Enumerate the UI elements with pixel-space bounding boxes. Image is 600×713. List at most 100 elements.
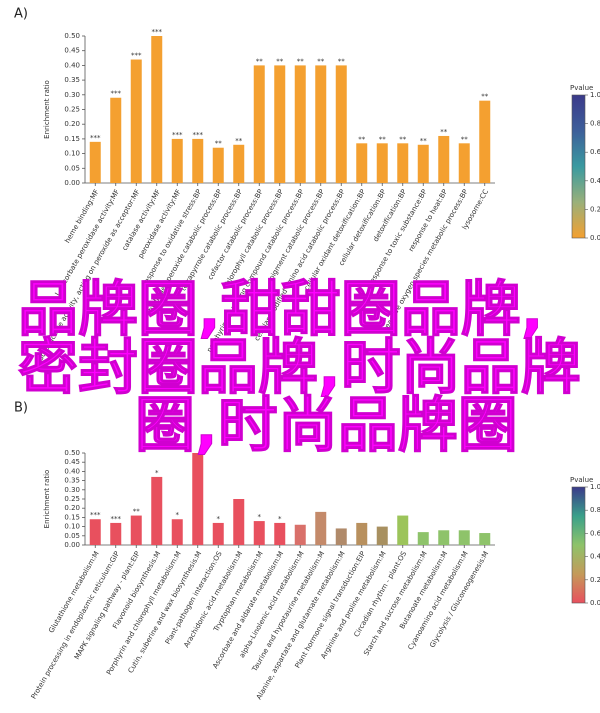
- bar: [315, 511, 327, 545]
- y-axis-label: Enrichment ratio: [43, 80, 51, 139]
- bar: [110, 97, 122, 183]
- bar: [397, 515, 409, 545]
- y-tick-label: 0.10: [64, 150, 80, 158]
- y-axis-label: Enrichment ratio: [43, 470, 51, 529]
- bar: [274, 65, 286, 183]
- significance-label: ***: [131, 52, 142, 60]
- bar: [335, 528, 347, 545]
- significance-label: **: [358, 135, 366, 143]
- bar: [479, 100, 491, 183]
- panel-label: B): [14, 401, 28, 416]
- y-tick-label: 0.35: [64, 76, 80, 84]
- significance-label: **: [317, 57, 325, 65]
- significance-label: **: [338, 57, 346, 65]
- y-tick-label: 0.25: [64, 495, 80, 503]
- significance-label: **: [379, 135, 387, 143]
- y-tick-label: 0.05: [64, 164, 80, 172]
- significance-label: *: [258, 513, 262, 521]
- significance-label: ***: [90, 511, 101, 519]
- watermark-text: 圈,时尚品牌圈: [135, 391, 518, 461]
- significance-label: ***: [90, 134, 101, 142]
- x-tick-label: catalase activity:MF: [121, 188, 163, 252]
- significance-label: *: [278, 515, 282, 523]
- bar: [417, 532, 429, 545]
- bar: [376, 143, 388, 183]
- y-tick-label: 0.50: [64, 449, 80, 457]
- bar: [376, 526, 388, 545]
- significance-label: ***: [193, 131, 204, 139]
- significance-label: **: [235, 137, 243, 145]
- significance-label: **: [481, 93, 489, 101]
- significance-label: *: [155, 469, 159, 477]
- bar: [89, 141, 101, 183]
- significance-label: **: [256, 57, 264, 65]
- significance-label: **: [133, 508, 141, 516]
- y-tick-label: 0.45: [64, 458, 80, 466]
- bar: [335, 65, 347, 183]
- significance-label: *: [217, 515, 221, 523]
- bar: [151, 476, 163, 545]
- colorbar-tick-label: 0.2: [590, 205, 600, 213]
- colorbar-tick-label: 0.6: [590, 529, 600, 537]
- significance-label: ***: [111, 90, 122, 98]
- y-tick-label: 0.40: [64, 61, 80, 69]
- significance-label: ***: [111, 515, 122, 523]
- colorbar-title: Pvalue: [570, 84, 593, 92]
- significance-label: *: [176, 511, 180, 519]
- colorbar-tick-label: 0.4: [590, 553, 600, 561]
- bar: [171, 519, 183, 545]
- bar: [212, 147, 224, 183]
- significance-label: ***: [172, 131, 183, 139]
- colorbar-tick-label: 0.4: [590, 177, 600, 185]
- y-tick-label: 0.50: [64, 32, 80, 40]
- colorbar-tick-label: 1.0: [590, 91, 600, 99]
- bar: [171, 138, 183, 183]
- bar: [130, 59, 142, 183]
- colorbar-tick-label: 0.6: [590, 148, 600, 156]
- bar: [356, 522, 368, 545]
- bar: [438, 135, 450, 183]
- y-tick-label: 0.05: [64, 532, 80, 540]
- watermark-text: 密封圈品牌,时尚品牌: [18, 333, 581, 403]
- y-tick-label: 0.10: [64, 523, 80, 531]
- significance-label: **: [297, 57, 305, 65]
- bar: [294, 524, 306, 545]
- x-tick-label: Protein processing in endoplasmic reticu…: [30, 550, 122, 701]
- y-tick-label: 0.35: [64, 477, 80, 485]
- y-tick-label: 0.20: [64, 120, 80, 128]
- y-tick-label: 0.00: [64, 179, 80, 187]
- y-tick-label: 0.30: [64, 91, 80, 99]
- colorbar-tick-label: 0.2: [590, 576, 600, 584]
- bar: [417, 144, 429, 183]
- bar: [458, 530, 470, 545]
- colorbar: [571, 94, 586, 239]
- bar: [233, 144, 245, 183]
- y-tick-label: 0.45: [64, 47, 80, 55]
- bar: [192, 138, 204, 183]
- y-tick-label: 0.15: [64, 513, 80, 521]
- bar: [233, 499, 245, 545]
- significance-label: **: [215, 140, 223, 148]
- colorbar-tick-label: 0.0: [590, 234, 600, 242]
- panel-label: A): [14, 7, 28, 22]
- colorbar-tick-label: 1.0: [590, 483, 600, 491]
- bar: [438, 530, 450, 545]
- y-tick-label: 0.20: [64, 504, 80, 512]
- bar: [130, 515, 142, 545]
- significance-label: **: [461, 135, 469, 143]
- significance-label: **: [440, 128, 448, 136]
- y-tick-label: 0.25: [64, 106, 80, 114]
- y-tick-label: 0.00: [64, 541, 80, 549]
- colorbar-tick-label: 0.0: [590, 599, 600, 607]
- bar: [253, 65, 265, 183]
- y-tick-label: 0.15: [64, 135, 80, 143]
- y-tick-label: 0.30: [64, 486, 80, 494]
- bar: [192, 453, 204, 545]
- bar: [294, 65, 306, 183]
- bar: [253, 521, 265, 545]
- significance-label: **: [399, 135, 407, 143]
- bar: [356, 143, 368, 183]
- y-tick-label: 0.40: [64, 467, 80, 475]
- bar: [274, 522, 286, 545]
